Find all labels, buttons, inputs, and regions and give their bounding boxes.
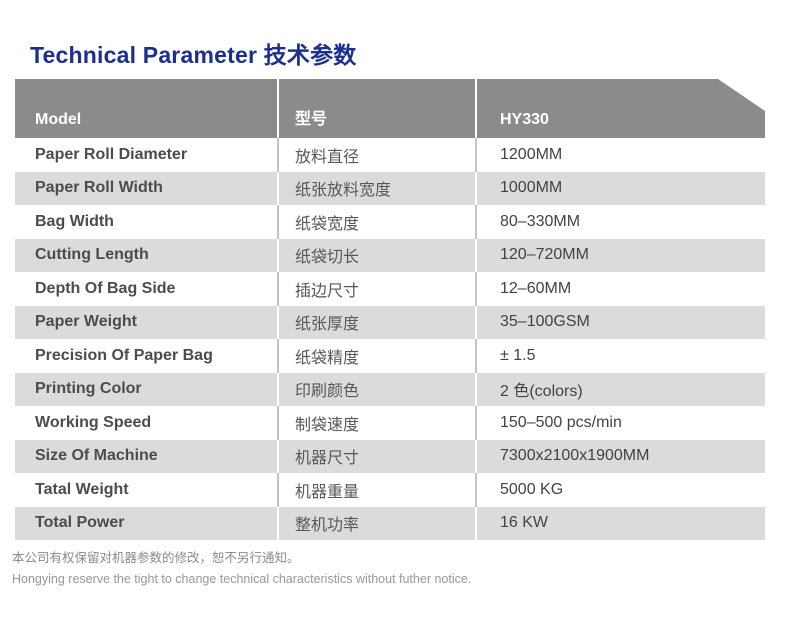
column-divider: [277, 79, 279, 138]
table-row: Working Speed 制袋速度 150–500 pcs/min: [15, 406, 765, 440]
column-divider: [475, 138, 477, 172]
header-model-zh: 型号: [279, 79, 475, 138]
column-divider: [475, 272, 477, 306]
table-row: Paper Roll Width 纸张放料宽度 1000MM: [15, 171, 765, 205]
column-divider: [475, 171, 477, 205]
spec-value: 12–60MM: [500, 279, 572, 297]
column-divider: [277, 439, 279, 473]
spec-name-en: Precision Of Paper Bag: [35, 346, 213, 364]
spec-name-zh: 放料直径: [295, 148, 360, 166]
column-divider: [475, 339, 477, 373]
spec-value: 120–720MM: [500, 246, 589, 264]
column-divider: [475, 205, 477, 239]
table-row: Total Power 整机功率 16 KW: [15, 506, 765, 540]
footer-note-en: Hongying reserve the tight to change tec…: [12, 572, 472, 586]
column-divider: [475, 439, 477, 473]
spec-name-zh: 机器重量: [295, 483, 360, 501]
spec-name-zh: 纸袋精度: [295, 349, 360, 367]
header-value: HY330: [477, 79, 765, 138]
column-divider: [475, 238, 477, 272]
spec-value: 7300x2100x1900MM: [500, 447, 650, 465]
spec-name-en: Total Power: [35, 514, 125, 532]
spec-name-zh: 纸张放料宽度: [295, 182, 392, 200]
spec-name-zh: 印刷颜色: [295, 383, 360, 401]
column-divider: [277, 171, 279, 205]
spec-name-en: Paper Roll Diameter: [35, 145, 188, 163]
spec-value: 1200MM: [500, 145, 563, 163]
page-title: Technical Parameter 技术参数: [30, 42, 357, 68]
table-row: Tatal Weight 机器重量 5000 KG: [15, 473, 765, 507]
footer-notes: 本公司有权保留对机器参数的修改，恕不另行通知。 Hongying reserve…: [12, 547, 471, 586]
column-divider: [475, 506, 477, 540]
spec-table: Model 型号 HY330 Paper Roll Diameter 放料直径 …: [15, 79, 765, 540]
table-row: Depth Of Bag Side 插边尺寸 12–60MM: [15, 272, 765, 306]
spec-name-en: Bag Width: [35, 212, 114, 230]
spec-name-zh: 纸袋宽度: [295, 215, 360, 233]
table-row: Bag Width 纸袋宽度 80–330MM: [15, 205, 765, 239]
spec-name-en: Paper Weight: [35, 313, 137, 331]
column-divider: [277, 238, 279, 272]
spec-name-zh: 整机功率: [295, 517, 360, 535]
table-row: Cutting Length 纸袋切长 120–720MM: [15, 238, 765, 272]
column-divider: [475, 305, 477, 339]
spec-value: 5000 KG: [500, 480, 564, 498]
column-divider: [277, 372, 279, 406]
spec-name-zh: 机器尺寸: [295, 450, 360, 468]
spec-name-zh: 制袋速度: [295, 416, 360, 434]
column-divider: [277, 272, 279, 306]
spec-name-zh: 纸袋切长: [295, 249, 360, 267]
column-divider: [277, 305, 279, 339]
spec-value: 1000MM: [500, 179, 563, 197]
column-divider: [277, 205, 279, 239]
spec-value: 150–500 pcs/min: [500, 413, 622, 431]
table-row: Printing Color 印刷颜色 2 色(colors): [15, 372, 765, 406]
column-divider: [277, 506, 279, 540]
column-divider: [475, 79, 477, 138]
column-divider: [277, 339, 279, 373]
spec-name-en: Tatal Weight: [35, 480, 129, 498]
spec-name-zh: 插边尺寸: [295, 282, 360, 300]
table-body: Paper Roll Diameter 放料直径 1200MM Paper Ro…: [15, 138, 765, 540]
spec-value: 2 色(colors): [500, 383, 583, 401]
table-row: Size Of Machine 机器尺寸 7300x2100x1900MM: [15, 439, 765, 473]
column-divider: [277, 473, 279, 507]
spec-name-en: Paper Roll Width: [35, 179, 163, 197]
spec-value: 80–330MM: [500, 212, 581, 230]
column-divider: [475, 372, 477, 406]
header-model: Model: [15, 79, 277, 138]
spec-name-en: Size Of Machine: [35, 447, 158, 465]
spec-name-en: Working Speed: [35, 413, 152, 431]
spec-value: 16 KW: [500, 514, 549, 532]
spec-value: ± 1.5: [500, 346, 536, 364]
spec-name-en: Printing Color: [35, 380, 142, 398]
column-divider: [475, 473, 477, 507]
table-row: Paper Weight 纸张厚度 35–100GSM: [15, 305, 765, 339]
table-row: Precision Of Paper Bag 纸袋精度 ± 1.5: [15, 339, 765, 373]
spec-name-en: Cutting Length: [35, 246, 149, 264]
table-row: Paper Roll Diameter 放料直径 1200MM: [15, 138, 765, 172]
table-header-row: Model 型号 HY330: [15, 79, 765, 138]
footer-note-zh: 本公司有权保留对机器参数的修改，恕不另行通知。: [12, 551, 300, 565]
column-divider: [475, 406, 477, 440]
column-divider: [277, 406, 279, 440]
spec-name-zh: 纸张厚度: [295, 316, 360, 334]
spec-name-en: Depth Of Bag Side: [35, 279, 176, 297]
spec-value: 35–100GSM: [500, 313, 590, 331]
column-divider: [277, 138, 279, 172]
